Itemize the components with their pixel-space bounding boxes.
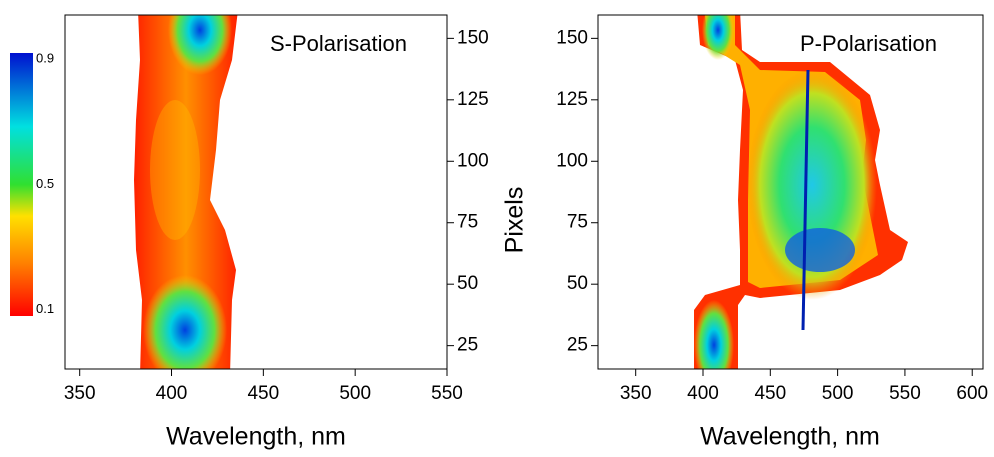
heatmap-image [694, 15, 908, 369]
x-tick-label: 450 [247, 383, 279, 404]
y-tick-label: 150 [457, 27, 489, 48]
chart-title: S-Polarisation [270, 31, 407, 56]
chart-title: P-Polarisation [800, 31, 937, 56]
x-tick-label: 600 [956, 383, 988, 404]
x-tick-label: 550 [889, 383, 921, 404]
x-tick-label: 350 [64, 383, 96, 404]
y-tick-label: 50 [457, 273, 478, 294]
y-tick-label: 75 [567, 212, 588, 233]
x-tick-label: 400 [156, 383, 188, 404]
x-axis-label: Wavelength, nm [166, 423, 346, 451]
x-tick-label: 500 [339, 383, 371, 404]
y-tick-label: 100 [457, 150, 489, 171]
y-tick-label: 125 [556, 89, 588, 110]
colorbar-tick-label: 0.5 [36, 176, 54, 191]
heatmap-image [134, 15, 238, 369]
plot-frame [597, 14, 984, 370]
x-tick-label: 500 [822, 383, 854, 404]
colorbar-tick-label: 0.1 [36, 301, 54, 316]
x-tick-label: 450 [754, 383, 786, 404]
y-tick-label: 75 [457, 212, 478, 233]
y-axis-label: Pixels [501, 187, 529, 254]
x-tick-label: 350 [620, 383, 652, 404]
y-tick-label: 50 [567, 273, 588, 294]
colorbar-tick-label: 0.9 [36, 51, 54, 66]
y-tick-label: 125 [457, 89, 489, 110]
y-tick-label: 25 [567, 335, 588, 356]
x-axis-label: Wavelength, nm [700, 423, 880, 451]
plot-frame [64, 14, 448, 370]
y-tick-label: 100 [556, 150, 588, 171]
x-tick-label: 550 [431, 383, 463, 404]
y-tick-label: 150 [556, 27, 588, 48]
x-tick-label: 400 [687, 383, 719, 404]
colorbar [10, 53, 33, 316]
y-tick-label: 25 [457, 335, 478, 356]
